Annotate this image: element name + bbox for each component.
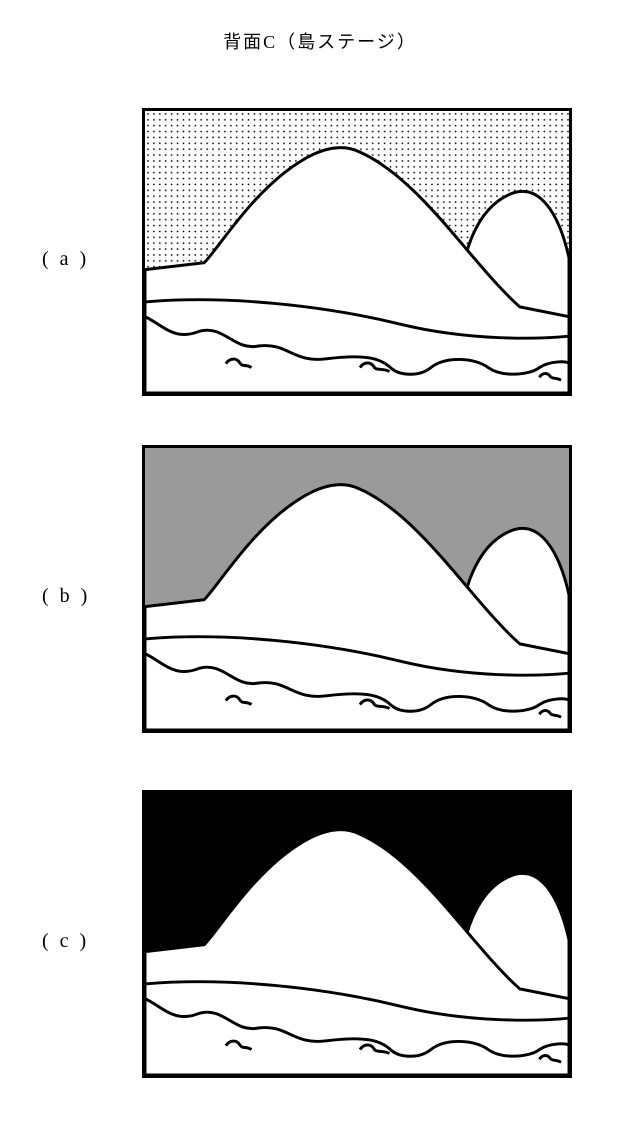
island-scene-panel [142, 445, 572, 733]
page-title: 背面C（島ステージ） [0, 0, 640, 54]
panel-label: ( c ) [42, 930, 89, 953]
island-scene-svg [145, 793, 569, 1075]
island-scene-svg [145, 448, 569, 730]
panel-label: ( a ) [42, 248, 89, 271]
panel-label: ( b ) [42, 585, 90, 608]
island-scene-panel [142, 108, 572, 396]
island-scene-panel [142, 790, 572, 1078]
island-scene-svg [145, 111, 569, 393]
